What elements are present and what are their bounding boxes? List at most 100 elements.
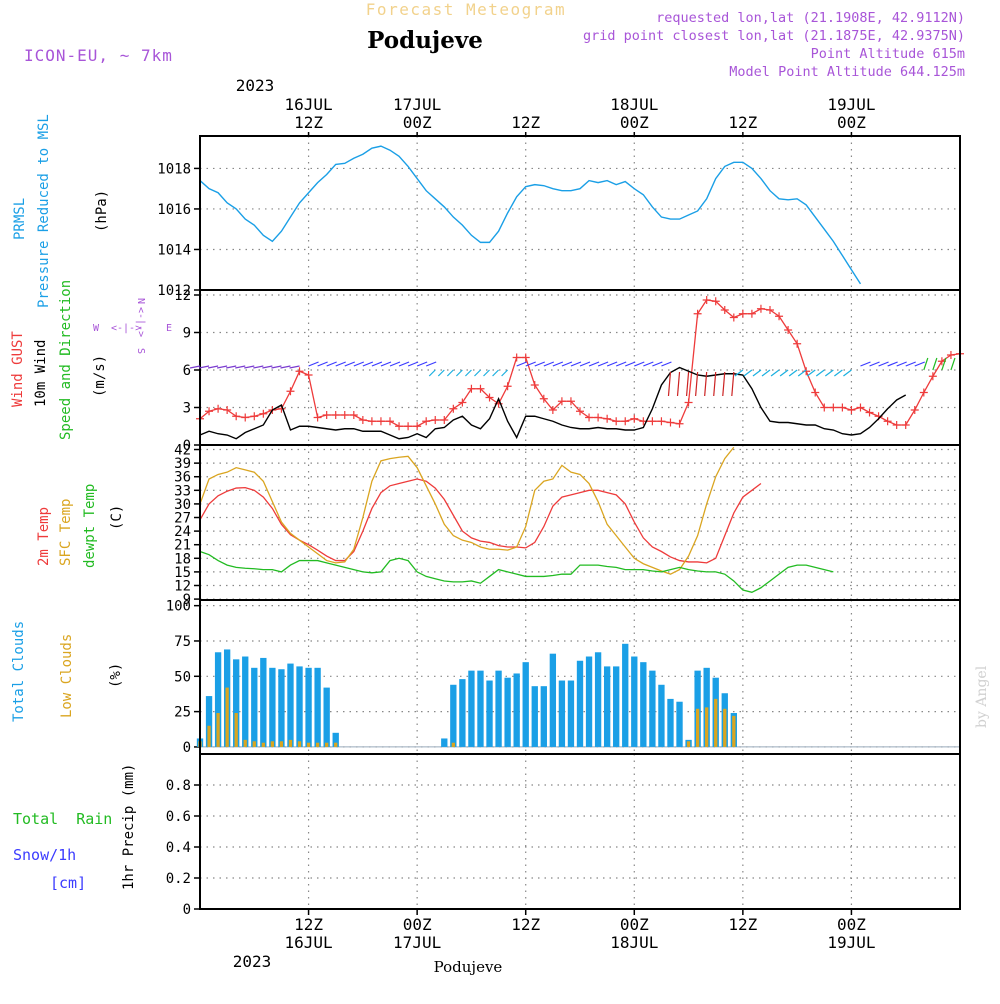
wind-arrow [455, 369, 463, 377]
wind-arrow [437, 369, 445, 377]
wind-arrow [643, 361, 654, 367]
gust-point [856, 403, 865, 412]
wind-arrow [625, 361, 636, 367]
wind-arrow [262, 365, 273, 369]
wind-arrow [824, 369, 834, 377]
wind-arrow [353, 361, 365, 367]
wind-arrow [398, 361, 410, 367]
low-cloud-bar [315, 742, 320, 747]
wind-arrow [428, 369, 436, 377]
requested-coords: requested lon,lat (21.1908E, 42.9112N) [656, 10, 965, 26]
wind-arrow [579, 361, 591, 367]
panel-frame [199, 135, 961, 291]
low-cloud-bar [714, 698, 718, 747]
wind-arrow [570, 361, 582, 367]
y-tick-label: 0.2 [166, 871, 191, 887]
wind-arrow [344, 361, 355, 367]
wind-arrow [779, 369, 789, 377]
low-cloud-bar [695, 708, 700, 747]
total-cloud-bar [486, 680, 493, 747]
gust-point [322, 411, 331, 419]
gust-point [395, 422, 404, 431]
wind-arrow [561, 361, 573, 367]
low-cloud-bar [705, 707, 709, 747]
gust-point [802, 367, 811, 376]
total-cloud-bar [477, 670, 484, 747]
gust-point [603, 414, 612, 423]
gust-point [928, 372, 937, 381]
wind-arrow [713, 371, 717, 397]
top-date-label: 16JUL [284, 95, 332, 114]
gust-point [585, 413, 594, 422]
y-tick-label: 30 [174, 497, 191, 513]
sfc-temp-label: SFC Temp [58, 499, 74, 566]
total-rain-label: Total Rain [13, 810, 112, 828]
top-hour-label: 12Z [728, 113, 757, 132]
panel-clouds: 0 25 50 75 100 [166, 599, 961, 756]
low-clouds-label: Low Clouds [59, 634, 75, 718]
wind-arrow [887, 361, 898, 367]
gust-point [847, 406, 856, 414]
wind-arrow [371, 361, 383, 367]
total-cloud-bar [251, 667, 258, 747]
wind-arrow [543, 361, 555, 367]
compass-s: S [135, 348, 146, 354]
place-title: Podujeve [367, 27, 483, 54]
total-cloud-bar [468, 670, 475, 747]
model-label: ICON-EU, ~ 7km [24, 46, 173, 65]
bottom-hour-label: 12Z [511, 915, 540, 934]
gust-point [259, 409, 268, 418]
gust-point [621, 417, 630, 426]
wind-arrow [722, 371, 726, 397]
wind-arrow [676, 371, 681, 397]
y-tick-label: 0.8 [166, 778, 191, 794]
y-tick-label: 21 [174, 538, 191, 554]
y-tick-label: 75 [174, 634, 191, 650]
y-tick-label: 15 [174, 565, 191, 581]
snow-cm-label: [cm] [50, 874, 86, 892]
gust-point [756, 304, 765, 313]
total-cloud-bar [205, 696, 213, 747]
wind-arrow [761, 369, 771, 377]
y-tick-label: 24 [174, 524, 191, 540]
gust-point [865, 408, 874, 417]
wind-arrow [308, 361, 319, 367]
total-cloud-bar [269, 667, 276, 747]
y-tick-label: 39 [174, 456, 191, 472]
total-cloud-bar [613, 666, 620, 747]
y-tick-label: 0.6 [166, 809, 191, 825]
gust-point [594, 413, 603, 422]
low-cloud-bar [451, 742, 455, 747]
temp2m-label: 2m Temp [36, 507, 52, 566]
total-cloud-bar [287, 663, 294, 747]
wind-arrow [326, 361, 337, 367]
gust-point [702, 296, 711, 304]
total-cloud-bar [585, 656, 593, 747]
wind-arrow [534, 361, 545, 367]
bottom-hour-label: 12Z [294, 915, 323, 934]
wind-arrow [806, 369, 816, 377]
gust-point [205, 407, 214, 416]
gust-point [829, 403, 838, 412]
total-cloud-bar [450, 684, 457, 747]
wind-arrow [226, 365, 237, 369]
panels: 1012101410161018036912912151821242730333… [157, 135, 964, 918]
total-cloud-bar [667, 698, 674, 747]
total-cloud-bar [260, 657, 267, 747]
low-cloud-bar [225, 687, 229, 747]
wind-arrow [834, 369, 843, 377]
bottom-hour-label: 12Z [728, 915, 757, 934]
wind-arrow [516, 361, 527, 367]
gust-point [304, 371, 313, 379]
gust-point [250, 412, 259, 421]
y-tick-label: 9 [183, 592, 191, 608]
wind-arrow [425, 361, 437, 367]
wind-arrow [788, 369, 798, 377]
top-hour-label: 12Z [294, 113, 323, 132]
gust-point [883, 417, 892, 426]
gust-point [223, 406, 232, 414]
compass-h: <-|-> [111, 323, 141, 334]
gust-point [286, 387, 295, 396]
wind-arrow [932, 357, 938, 371]
